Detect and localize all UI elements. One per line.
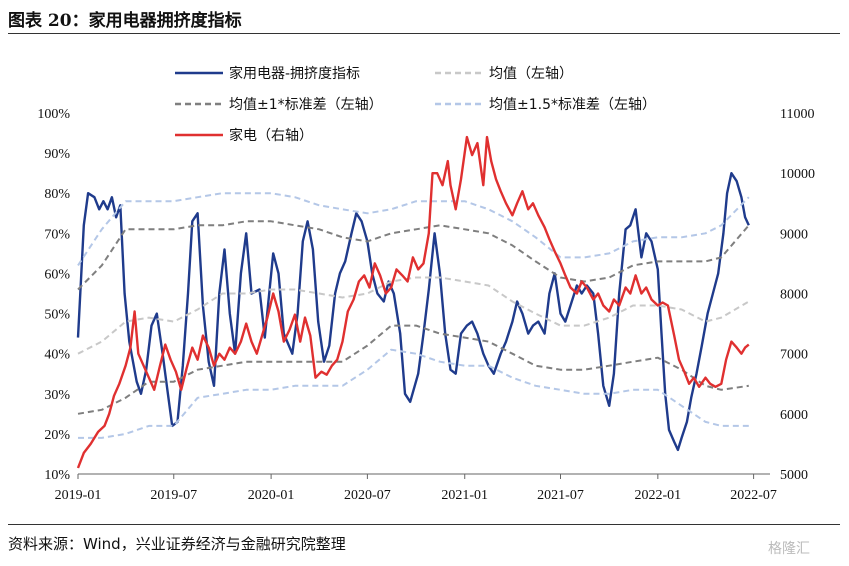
title-divider [8, 33, 840, 34]
watermark-logo: 格隆汇 [768, 541, 810, 557]
source-divider [8, 524, 840, 525]
y-left-tick-label: 100% [37, 107, 70, 122]
y-left-tick-label: 60% [44, 267, 70, 282]
legend: 家用电器-拥挤度指标 均值（左轴） 均值±1*标准差（左轴） 均值±1.5*标准差（左… [175, 65, 656, 144]
x-tick-label: 2021-07 [537, 488, 584, 503]
y-left-tick-label: 40% [44, 348, 70, 363]
y-left-tick-label: 20% [44, 428, 70, 443]
legend-label: 均值±1*标准差（左轴） [229, 97, 383, 113]
x-tick-label: 2019-07 [150, 488, 197, 503]
y-right-tick-label: 11000 [780, 107, 814, 122]
series-line-1 [77, 276, 750, 355]
y-right-tick-label: 10000 [780, 167, 815, 182]
legend-label: 家用电器-拥挤度指标 [229, 65, 360, 82]
legend-label: 均值（左轴） [489, 66, 573, 82]
y-right-tick-label: 5000 [780, 468, 808, 483]
x-tick-label: 2020-07 [344, 488, 391, 503]
y-left-tick-label: 70% [44, 227, 70, 242]
y-left-tick-label: 80% [44, 187, 70, 202]
series-line-4 [77, 192, 750, 266]
legend-label: 均值±1.5*标准差（左轴） [489, 97, 656, 113]
y-left-tick-label: 50% [44, 308, 70, 323]
y-right-tick-label: 6000 [780, 408, 808, 423]
x-tick-label: 2020-01 [248, 488, 295, 503]
y-right-tick-label: 9000 [780, 227, 808, 242]
series-line-0 [76, 172, 750, 452]
y-left-tick-label: 10% [44, 468, 70, 483]
source-note: 资料来源：Wind，兴业证券经济与金融研究院整理 [8, 535, 346, 553]
series-layer [76, 135, 750, 469]
series-line-3 [77, 324, 749, 415]
y-right-tick-label: 8000 [780, 288, 808, 303]
series-line-2 [77, 220, 750, 291]
y-right-tick-label: 7000 [780, 348, 808, 363]
x-tick-label: 2019-01 [55, 488, 102, 503]
x-tick-label: 2021-01 [441, 488, 488, 503]
x-tick-label: 2022-07 [730, 488, 777, 503]
legend-label: 家电（右轴） [229, 127, 313, 144]
series-line-6 [76, 135, 750, 469]
page-title: 图表 20：家用电器拥挤度指标 [8, 11, 242, 31]
x-tick-label: 2022-01 [635, 488, 682, 503]
axes-layer: 2019-01 2019-07 2020-01 2020-07 2021-01 2021-… [37, 107, 815, 503]
y-left-tick-label: 30% [44, 388, 70, 403]
y-left-tick-label: 90% [44, 147, 70, 162]
series-line-5 [78, 348, 749, 439]
